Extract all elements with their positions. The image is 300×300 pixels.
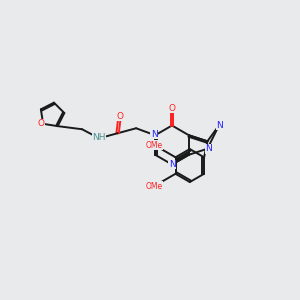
Text: N: N	[169, 160, 176, 169]
Text: OMe: OMe	[146, 140, 163, 149]
Text: N: N	[205, 144, 212, 153]
Text: N: N	[217, 121, 223, 130]
Text: OMe: OMe	[146, 182, 163, 190]
Text: N: N	[151, 130, 158, 139]
Text: O: O	[169, 104, 176, 113]
Text: O: O	[116, 112, 123, 121]
Text: O: O	[38, 119, 45, 128]
Text: NH: NH	[92, 133, 106, 142]
